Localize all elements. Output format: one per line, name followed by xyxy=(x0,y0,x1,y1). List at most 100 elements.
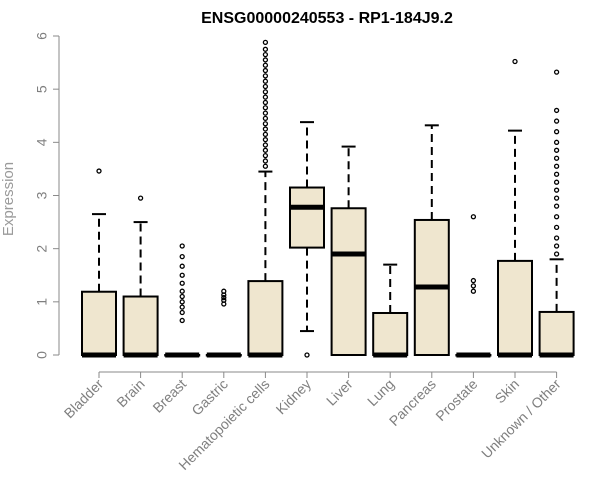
outlier-point xyxy=(553,69,560,75)
outlier-point xyxy=(262,110,269,116)
box-body xyxy=(289,186,325,249)
box-body xyxy=(372,311,409,356)
outlier-point xyxy=(262,147,269,153)
y-tick-label: 6 xyxy=(34,32,50,40)
outlier-point xyxy=(262,126,269,132)
y-tick-label: 3 xyxy=(34,191,50,199)
outlier-point xyxy=(262,57,269,63)
box-pancreas xyxy=(413,124,450,356)
outlier-point xyxy=(179,293,185,300)
outlier-point xyxy=(553,171,560,177)
outlier-point xyxy=(553,243,560,249)
outlier-point xyxy=(553,224,560,231)
outlier-point xyxy=(221,288,227,294)
outlier-point xyxy=(262,89,269,95)
x-tick-label: Bladder xyxy=(61,376,107,422)
box-prostate xyxy=(455,214,492,358)
outlier-point xyxy=(262,46,269,52)
outlier-point xyxy=(553,251,560,257)
box-lung xyxy=(372,263,409,358)
box-body xyxy=(497,259,533,356)
outlier-point xyxy=(262,83,269,90)
outlier-point xyxy=(179,243,185,249)
outlier-point xyxy=(553,195,560,201)
outlier-point xyxy=(137,195,144,201)
outlier-point xyxy=(179,304,185,310)
outlier-point xyxy=(553,155,560,161)
outlier-point xyxy=(553,187,560,193)
outlier-point xyxy=(553,139,560,145)
outlier-point xyxy=(96,168,102,174)
x-tick-label: Unknown / Other xyxy=(478,376,564,462)
outlier-point xyxy=(262,163,269,169)
outlier-point xyxy=(262,78,269,84)
outlier-point xyxy=(179,253,185,260)
x-tick-label: Prostate xyxy=(432,376,480,424)
outlier-point xyxy=(262,152,269,159)
outlier-point xyxy=(262,115,269,122)
box-breast xyxy=(164,243,201,358)
x-tick-label: Lung xyxy=(364,376,397,409)
box-body xyxy=(247,280,284,356)
outlier-point xyxy=(262,158,269,164)
outlier-point xyxy=(262,39,269,46)
outlier-point xyxy=(512,58,518,65)
outlier-point xyxy=(179,299,185,305)
outlier-point xyxy=(470,288,477,294)
outlier-point xyxy=(262,73,269,79)
outlier-point xyxy=(221,297,227,303)
outlier-point xyxy=(553,129,560,135)
box-body xyxy=(81,290,117,356)
outlier-point xyxy=(262,99,269,106)
box-body xyxy=(538,310,575,356)
chart-title: ENSG00000240553 - RP1-184J9.2 xyxy=(201,10,453,27)
outlier-point xyxy=(262,51,269,58)
outlier-point xyxy=(553,118,560,124)
box-bladder xyxy=(81,168,117,358)
outlier-point xyxy=(470,214,477,220)
box-hematopoietic-cells xyxy=(247,39,284,358)
outlier-point xyxy=(470,277,477,284)
outlier-point xyxy=(262,105,269,111)
box-body xyxy=(122,295,159,356)
outlier-point xyxy=(304,352,310,358)
outlier-point xyxy=(553,163,560,169)
outlier-point xyxy=(179,272,185,278)
outlier-point xyxy=(553,107,560,114)
outlier-point xyxy=(262,94,269,100)
x-tick-label: Brain xyxy=(113,376,147,410)
outlier-point xyxy=(262,137,269,143)
outlier-point xyxy=(179,288,185,294)
outlier-point xyxy=(262,131,269,138)
box-body xyxy=(330,207,367,356)
x-tick-label: Breast xyxy=(149,376,189,416)
outlier-point xyxy=(262,62,269,68)
outlier-point xyxy=(262,121,269,127)
x-tick-label: Kidney xyxy=(273,376,315,418)
y-axis: 0 1 2 3 4 5 6 xyxy=(34,32,60,359)
box-brain xyxy=(122,195,159,358)
box-kidney xyxy=(289,121,325,358)
outlier-point xyxy=(179,280,185,286)
box-gastric xyxy=(205,288,242,358)
outlier-point xyxy=(553,214,560,220)
outlier-point xyxy=(553,147,560,153)
outlier-point xyxy=(553,203,560,209)
y-tick-label: 5 xyxy=(34,85,50,93)
box-skin xyxy=(497,58,533,358)
outlier-point xyxy=(179,309,185,316)
outlier-point xyxy=(553,179,560,185)
outlier-point xyxy=(262,142,269,148)
box-unknown-other xyxy=(538,69,575,358)
outlier-point xyxy=(470,283,477,289)
y-tick-label: 1 xyxy=(34,298,50,306)
outlier-point xyxy=(179,317,185,324)
y-tick-label: 0 xyxy=(34,351,50,359)
outlier-point xyxy=(179,263,185,269)
x-tick-label: Liver xyxy=(323,376,356,409)
outlier-point xyxy=(553,235,560,241)
y-tick-label: 2 xyxy=(34,245,50,253)
y-axis-label: Expression xyxy=(0,162,17,236)
